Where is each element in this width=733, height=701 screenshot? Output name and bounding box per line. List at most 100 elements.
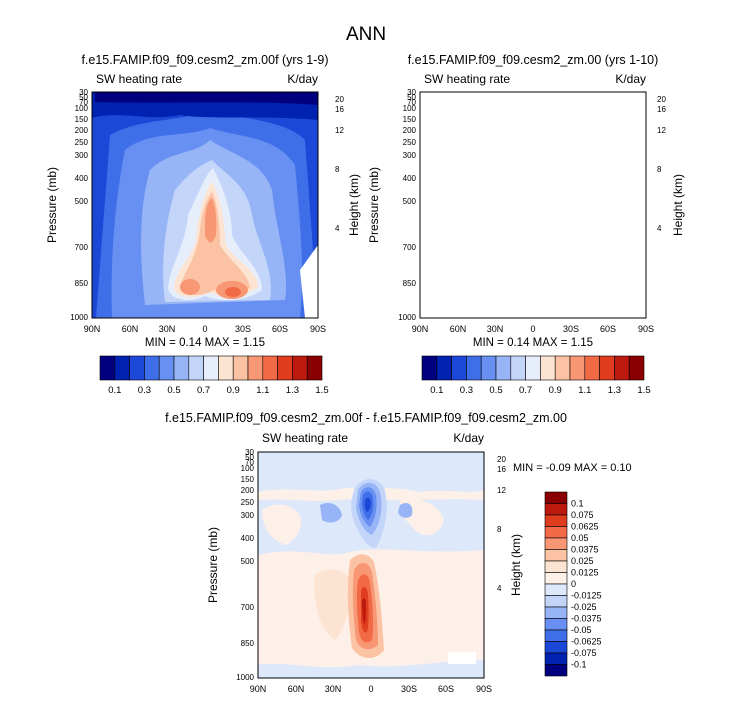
y-tick-label: 200 bbox=[241, 486, 255, 495]
colorbar-label: 0.7 bbox=[519, 385, 532, 396]
colorbar-swatch bbox=[544, 652, 568, 665]
panel-3-plot-frame bbox=[257, 451, 485, 679]
panel-2-units-label: K/day bbox=[615, 72, 646, 86]
panel-1-colorbar: 0.1 0.3 0.5 0.7 0.9 1.1 1.3 1.5 bbox=[99, 355, 329, 396]
contour-fill bbox=[180, 279, 200, 295]
colorbar-swatch bbox=[218, 355, 234, 381]
colorbar-label: -0.025 bbox=[571, 602, 597, 612]
colorbar-label: -0.0625 bbox=[571, 637, 602, 647]
contour-fill bbox=[205, 198, 217, 243]
contour-fill bbox=[398, 503, 413, 518]
x-tick-label: 30S bbox=[235, 324, 251, 334]
colorbar-swatch bbox=[544, 526, 568, 539]
colorbar-label: 0.9 bbox=[549, 385, 562, 396]
contour-fill bbox=[262, 504, 302, 545]
x-tick-label: 60S bbox=[272, 324, 288, 334]
colorbar-label: 0.9 bbox=[227, 385, 240, 396]
colorbar-label: 0.1 bbox=[571, 499, 584, 509]
y-tick-label: 300 bbox=[241, 511, 255, 520]
colorbar-label: 0.1 bbox=[108, 385, 121, 396]
y-tick-label: 700 bbox=[75, 243, 89, 252]
colorbar-swatch bbox=[569, 355, 586, 381]
contour-fill bbox=[95, 92, 318, 105]
y-tick-label: 50 bbox=[407, 93, 416, 102]
y-tick-label: 850 bbox=[75, 279, 89, 288]
contour-fill bbox=[469, 140, 614, 305]
panel-1-y-axis-title: Pressure (mb) bbox=[45, 167, 59, 243]
colorbar-swatch bbox=[277, 355, 293, 381]
colorbar-swatch bbox=[114, 355, 130, 381]
height-tick-label: 16 bbox=[335, 105, 344, 114]
contour-fill bbox=[508, 279, 528, 295]
height-tick-label: 4 bbox=[657, 224, 662, 233]
panel-2-height-axis: 20 16 12 8 4 bbox=[657, 95, 666, 233]
panel-2: f.e15.FAMIP.f09_f09.cesm2_zm.00 (yrs 1-1… bbox=[367, 53, 685, 396]
x-tick-label: 30S bbox=[401, 684, 417, 694]
height-tick-label: 16 bbox=[497, 465, 506, 474]
colorbar-swatch bbox=[262, 355, 278, 381]
panel-3-contour-field bbox=[258, 452, 484, 678]
height-tick-label: 12 bbox=[497, 486, 506, 495]
panel-2-stats: MIN = 0.14 MAX = 1.15 bbox=[473, 337, 593, 349]
colorbar-swatch bbox=[544, 503, 568, 516]
colorbar-swatch bbox=[544, 618, 568, 631]
colorbar-label: 1.5 bbox=[637, 385, 650, 396]
colorbar-swatch bbox=[544, 537, 568, 550]
colorbar-swatch bbox=[544, 514, 568, 527]
panel-3-variable-label: SW heating rate bbox=[262, 431, 348, 445]
contour-fill bbox=[300, 245, 318, 318]
x-tick-label: 0 bbox=[202, 324, 207, 334]
y-tick-label: 70 bbox=[407, 98, 416, 107]
height-tick-label: 8 bbox=[657, 165, 662, 174]
y-tick-label: 70 bbox=[245, 458, 254, 467]
contour-fill bbox=[420, 92, 646, 318]
contour-fill bbox=[553, 287, 569, 297]
panel-1-plot-frame bbox=[91, 91, 319, 319]
x-tick-label: 90N bbox=[412, 324, 429, 334]
colorbar-swatch bbox=[510, 355, 526, 381]
contour-fill bbox=[440, 128, 631, 318]
colorbar-label: 0.025 bbox=[571, 556, 594, 566]
contour-fill bbox=[491, 160, 599, 302]
colorbar-swatch bbox=[292, 355, 308, 381]
x-tick-label: 90S bbox=[476, 684, 492, 694]
colorbar-label: -0.0375 bbox=[571, 614, 602, 624]
y-tick-label: 150 bbox=[403, 115, 417, 124]
panel-3-title: f.e15.FAMIP.f09_f09.cesm2_zm.00f - f.e15… bbox=[165, 411, 567, 425]
colorbar-swatch bbox=[173, 355, 190, 381]
colorbar-swatch bbox=[247, 355, 264, 381]
height-tick-label: 8 bbox=[497, 525, 502, 534]
height-tick-label: 12 bbox=[335, 126, 344, 135]
colorbar-label: 0 bbox=[571, 579, 576, 589]
colorbar-swatch bbox=[495, 355, 512, 381]
colorbar-swatch bbox=[158, 355, 175, 381]
y-tick-label: 200 bbox=[75, 126, 89, 135]
colorbar-label: 0.7 bbox=[197, 385, 210, 396]
colorbar-swatch bbox=[99, 355, 116, 381]
colorbar-swatch bbox=[188, 355, 204, 381]
colorbar-label: 0.05 bbox=[571, 533, 589, 543]
height-tick-label: 20 bbox=[335, 95, 344, 104]
x-tick-label: 90N bbox=[250, 684, 267, 694]
contour-fill bbox=[508, 192, 578, 295]
panel-1-variable-label: SW heating rate bbox=[96, 72, 182, 86]
contour-fill bbox=[424, 110, 646, 318]
y-tick-label: 500 bbox=[241, 557, 255, 566]
colorbar-swatch bbox=[544, 641, 568, 654]
y-tick-label: 850 bbox=[403, 279, 417, 288]
x-tick-label: 60N bbox=[122, 324, 139, 334]
y-tick-label: 150 bbox=[75, 115, 89, 124]
colorbar-swatch bbox=[436, 355, 452, 381]
y-tick-label: 300 bbox=[75, 151, 89, 160]
colorbar-label: 0.5 bbox=[167, 385, 180, 396]
x-tick-label: 60S bbox=[600, 324, 616, 334]
contour-fill bbox=[180, 192, 250, 296]
y-tick-label: 1000 bbox=[398, 313, 416, 322]
height-tick-label: 4 bbox=[335, 224, 340, 233]
panel-2-contour-field bbox=[420, 92, 646, 318]
y-tick-label: 100 bbox=[241, 464, 255, 473]
colorbar-label: 0.0375 bbox=[571, 545, 599, 555]
colorbar-swatch bbox=[544, 583, 568, 596]
panel-1-y-axis: 30 50 70 100 150 200 250 300 400 500 700… bbox=[70, 88, 88, 322]
x-tick-label: 90S bbox=[638, 324, 654, 334]
